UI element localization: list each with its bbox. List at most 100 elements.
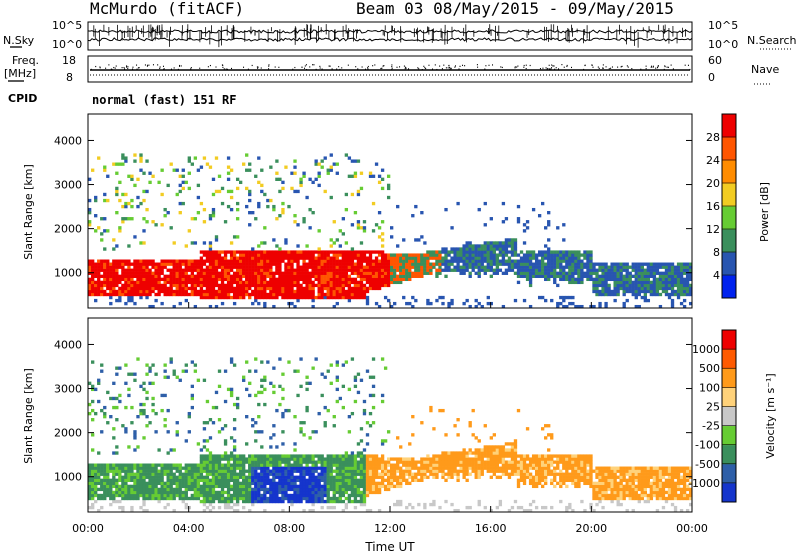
heatmap-cell (251, 487, 255, 492)
heatmap-cell (202, 241, 207, 245)
heatmap-cell (302, 262, 306, 266)
heatmap-cell (118, 490, 122, 495)
heatmap-cell (251, 265, 255, 269)
heatmap-cell (377, 250, 382, 254)
heatmap-cell (190, 463, 194, 467)
heatmap-cell (251, 253, 255, 257)
heatmap-cell (302, 256, 306, 260)
heatmap-cell (166, 490, 170, 495)
heatmap-cell (290, 289, 294, 294)
heatmap-cell (332, 457, 336, 461)
heatmap-cell (275, 490, 279, 495)
heatmap-cell (513, 244, 518, 248)
heatmap-cell (190, 268, 194, 272)
heatmap-cell (408, 301, 412, 306)
heatmap-cell (248, 457, 252, 461)
heatmap-cell (411, 259, 415, 263)
heatmap-cell (160, 487, 164, 492)
freq-dot (382, 65, 384, 67)
heatmap-cell (133, 487, 137, 492)
heatmap-cell (477, 244, 481, 248)
heatmap-cell (239, 475, 243, 479)
heatmap-cell (317, 481, 321, 486)
heatmap-cell (556, 265, 560, 269)
heatmap-cell (211, 280, 216, 285)
heatmap-cell (97, 271, 101, 275)
heatmap-cell (121, 265, 125, 269)
heatmap-cell (562, 238, 566, 242)
heatmap-cell (145, 271, 149, 275)
heatmap-cell (667, 262, 672, 266)
heatmap-cell (296, 271, 300, 275)
heatmap-cell (284, 490, 288, 495)
heatmap-cell (184, 274, 188, 278)
heatmap-cell (655, 289, 660, 294)
heatmap-cell (166, 262, 170, 266)
heatmap-cell (374, 457, 379, 461)
heatmap-cell (429, 265, 433, 269)
heatmap-cell (450, 250, 454, 254)
heatmap-cell (341, 259, 345, 263)
heatmap-cell (100, 472, 104, 476)
heatmap-cell (266, 454, 270, 458)
heatmap-cell (586, 277, 590, 282)
heatmap-cell (199, 274, 204, 278)
heatmap-cell (350, 295, 355, 300)
heatmap-cell (211, 177, 216, 181)
heatmap-cell (510, 238, 515, 242)
heatmap-cell (190, 478, 194, 482)
heatmap-cell (353, 171, 358, 175)
heatmap-cell (338, 250, 342, 254)
heatmap-cell (308, 508, 312, 513)
freq-dot (445, 67, 447, 69)
heatmap-cell (121, 217, 125, 221)
heatmap-cell (320, 463, 324, 467)
heatmap-cell (547, 271, 551, 275)
heatmap-cell (254, 280, 258, 285)
heatmap-cell (139, 277, 143, 282)
heatmap-cell (347, 286, 352, 291)
heatmap-cell (163, 490, 167, 495)
heatmap-cell (103, 466, 107, 470)
heatmap-cell (311, 484, 315, 489)
heatmap-cell (679, 277, 684, 282)
heatmap-cell (326, 274, 330, 278)
heatmap-cell (202, 283, 207, 288)
heatmap-cell (254, 484, 258, 489)
heatmap-cell (127, 268, 131, 272)
heatmap-cell (362, 475, 367, 479)
heatmap-cell (284, 289, 288, 294)
heatmap-cell (281, 292, 285, 297)
heatmap-cell (172, 283, 176, 288)
heatmap-cell (91, 280, 95, 285)
heatmap-cell (411, 265, 415, 269)
heatmap-cell (393, 259, 397, 263)
heatmap-cell (245, 256, 249, 260)
heatmap-cell (335, 496, 339, 501)
heatmap-cell (275, 250, 279, 254)
heatmap-cell (169, 271, 173, 275)
heatmap-cell (459, 265, 463, 269)
heatmap-cell (486, 247, 490, 251)
freq-dot (602, 64, 604, 66)
heatmap-cell (202, 457, 207, 461)
heatmap-cell (106, 286, 110, 291)
heatmap-cell (251, 481, 255, 486)
heatmap-cell (359, 280, 364, 285)
heatmap-cell (130, 292, 134, 297)
heatmap-cell (121, 496, 125, 501)
heatmap-cell (142, 481, 146, 486)
freq-dot (341, 67, 343, 69)
power-colorbar-label: Power [dB] (758, 182, 771, 242)
heatmap-cell (214, 283, 219, 288)
heatmap-cell (145, 484, 149, 489)
heatmap-cell (320, 499, 324, 504)
heatmap-cell (133, 183, 137, 188)
heatmap-cell (583, 274, 587, 278)
heatmap-cell (550, 265, 554, 269)
heatmap-cell (368, 271, 373, 275)
heatmap-cell (341, 295, 345, 300)
heatmap-cell (320, 457, 324, 461)
heatmap-cell (338, 496, 342, 501)
heatmap-cell (130, 298, 134, 303)
